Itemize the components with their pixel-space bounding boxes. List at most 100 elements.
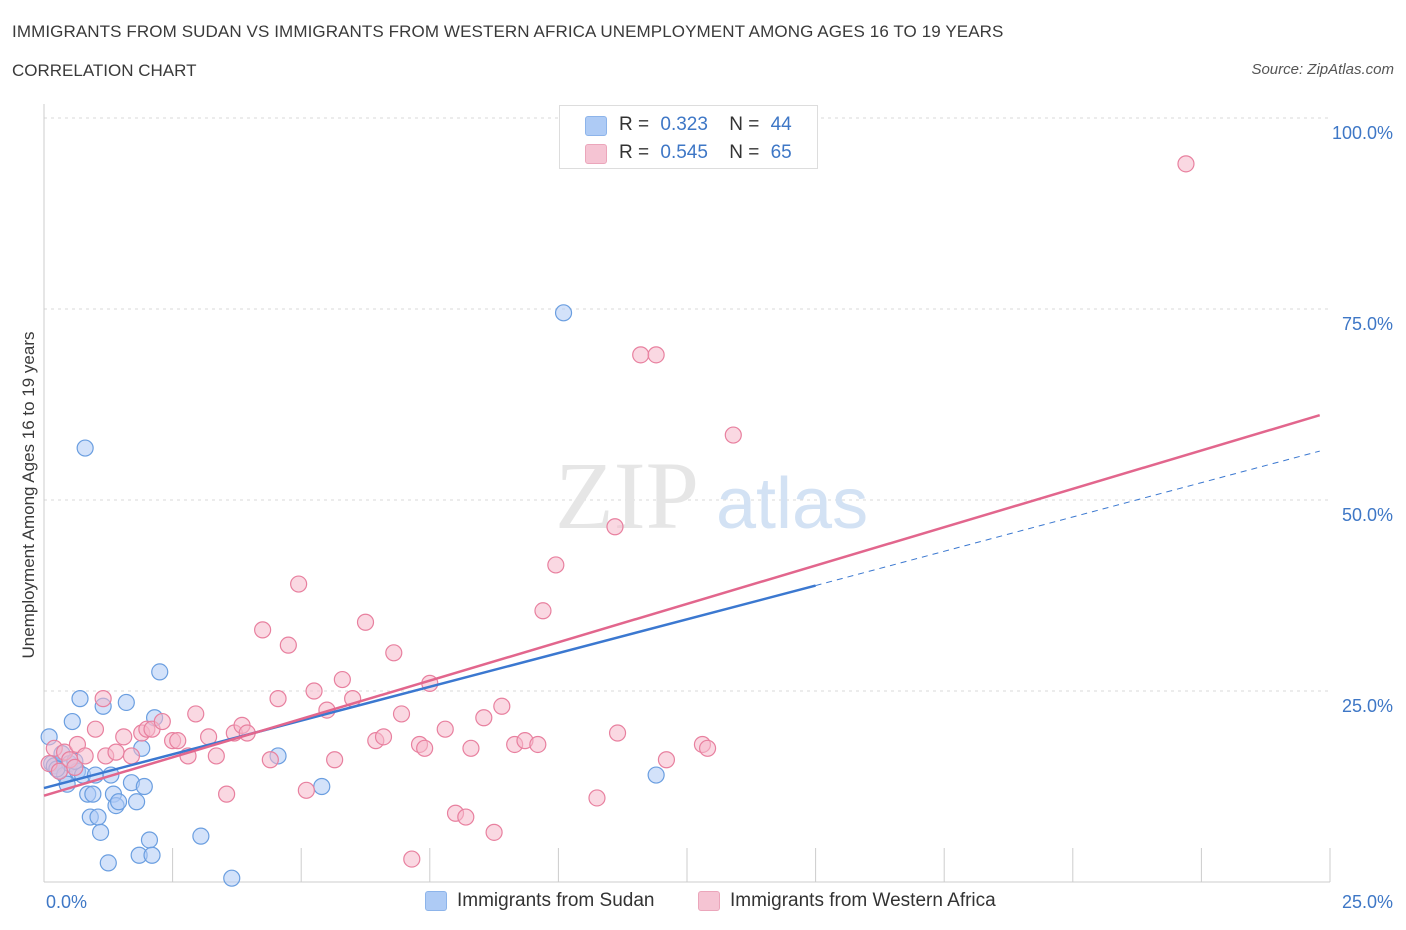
data-point xyxy=(207,747,225,765)
data-point xyxy=(261,751,279,769)
data-point xyxy=(91,823,110,841)
y-tick-label: 75.0% xyxy=(1342,314,1393,334)
x-tick-label: 0.0% xyxy=(46,892,87,912)
legend-n-label: N = xyxy=(729,142,760,163)
sudan-points xyxy=(40,304,665,887)
legend-n-value: 44 xyxy=(770,114,792,135)
legend-swatch-western-africa xyxy=(585,144,607,164)
legend-r-label: R = xyxy=(619,142,650,163)
data-point xyxy=(647,346,665,364)
bottom-legend-label-sudan: Immigrants from Sudan xyxy=(457,890,655,911)
data-point xyxy=(99,854,117,872)
data-point xyxy=(76,747,94,765)
data-point xyxy=(416,739,434,757)
data-point xyxy=(436,720,454,738)
data-point xyxy=(135,777,153,796)
chart-subtitle: CORRELATION CHART xyxy=(12,61,197,80)
data-point xyxy=(333,670,351,689)
data-point xyxy=(76,439,94,457)
data-point xyxy=(647,766,665,784)
data-point xyxy=(269,690,287,708)
legend-r-value: 0.545 xyxy=(660,142,708,163)
data-point xyxy=(117,693,135,712)
source-label: Source: ZipAtlas.com xyxy=(1251,61,1394,78)
watermark-zip: ZIP xyxy=(555,442,699,549)
data-point xyxy=(475,709,493,727)
legend-n-value: 65 xyxy=(770,142,792,163)
trend-line-sudan-projection xyxy=(815,450,1320,587)
bottom-legend-swatch-western-africa xyxy=(698,891,720,911)
data-point xyxy=(109,793,128,811)
western-africa-points xyxy=(40,155,1195,868)
bottom-legend-label-western-africa: Immigrants from Western Africa xyxy=(730,890,996,911)
data-point xyxy=(547,556,565,574)
data-point xyxy=(223,869,241,887)
legend-swatch-sudan xyxy=(585,116,607,136)
data-point xyxy=(169,732,187,750)
axes xyxy=(43,104,1331,883)
data-point xyxy=(457,808,475,826)
data-point xyxy=(153,712,171,731)
data-point xyxy=(632,346,650,364)
data-point xyxy=(107,743,125,761)
watermark: ZIP atlas xyxy=(555,442,868,549)
data-point xyxy=(127,793,146,811)
tick-labels: 100.0% 75.0% 50.0% 25.0% 0.0% 25.0% xyxy=(46,123,1393,912)
data-point xyxy=(63,712,81,731)
data-point xyxy=(66,758,84,777)
y-tick-label: 50.0% xyxy=(1342,505,1393,525)
data-point xyxy=(218,785,236,803)
legend-r-value: 0.323 xyxy=(660,114,708,135)
correlation-legend: R = 0.323 N = 44 R = 0.545 N = 65 xyxy=(559,105,818,169)
data-point xyxy=(657,751,676,769)
grid-lines xyxy=(44,117,1330,692)
y-tick-label: 100.0% xyxy=(1332,123,1393,143)
data-point xyxy=(534,602,552,620)
data-point xyxy=(89,808,107,826)
y-axis-label: Unemployment Among Ages 16 to 19 years xyxy=(19,332,38,659)
data-point xyxy=(290,575,308,593)
data-point xyxy=(115,728,133,746)
trend-lines xyxy=(43,413,1321,797)
legend-r-label: R = xyxy=(619,114,650,135)
data-point xyxy=(71,690,89,708)
trend-line-western-africa xyxy=(43,413,1321,797)
y-tick-label: 25.0% xyxy=(1342,696,1393,716)
data-point xyxy=(94,690,112,708)
watermark-atlas: atlas xyxy=(716,464,868,544)
data-point xyxy=(356,613,375,631)
data-point xyxy=(385,644,403,662)
data-point xyxy=(192,827,210,845)
data-point xyxy=(279,636,297,654)
data-point xyxy=(588,789,606,807)
data-point xyxy=(143,846,161,864)
data-point xyxy=(724,426,742,444)
trend-line-sudan xyxy=(43,584,816,790)
data-point xyxy=(529,735,547,754)
data-point xyxy=(297,781,315,799)
data-point xyxy=(254,621,272,639)
data-point xyxy=(608,724,627,742)
data-point xyxy=(84,785,102,803)
data-point xyxy=(122,747,141,765)
data-point xyxy=(462,739,480,757)
x-tick-label: 25.0% xyxy=(1342,892,1393,912)
bottom-legend-swatch-sudan xyxy=(425,891,447,911)
data-point xyxy=(374,728,393,746)
legend-n-label: N = xyxy=(729,114,760,135)
data-point xyxy=(326,751,344,769)
data-point xyxy=(313,777,331,796)
data-point xyxy=(403,850,421,868)
data-point xyxy=(86,720,105,738)
data-point xyxy=(187,705,205,723)
data-point xyxy=(305,682,323,700)
data-point xyxy=(392,705,411,723)
data-point xyxy=(485,823,503,841)
data-point xyxy=(151,663,169,681)
data-point xyxy=(493,697,511,715)
data-point xyxy=(698,739,717,757)
chart-title: IMMIGRANTS FROM SUDAN VS IMMIGRANTS FROM… xyxy=(12,22,1004,41)
data-point xyxy=(606,518,624,536)
data-point xyxy=(140,831,159,849)
